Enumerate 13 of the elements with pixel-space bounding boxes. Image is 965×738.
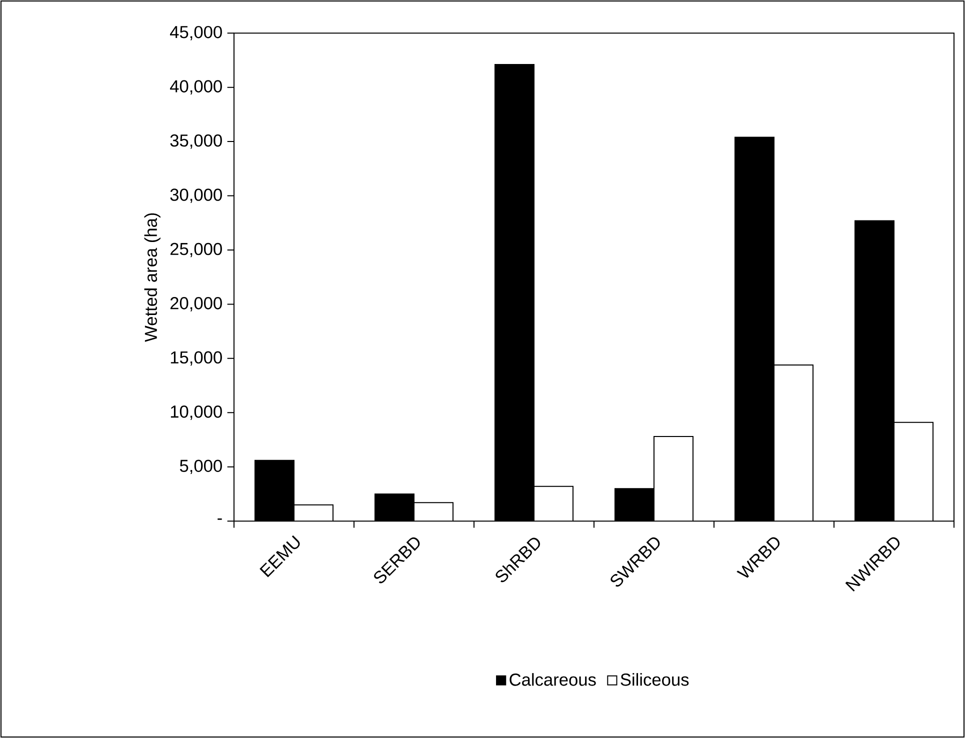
y-tick-label: 35,000 (170, 134, 222, 149)
legend-label: Calcareous (510, 673, 596, 686)
y-tick-label: 10,000 (170, 405, 222, 420)
y-tick-label: - (218, 518, 222, 520)
legend-label: Siliceous (620, 673, 689, 686)
y-tick-label: 20,000 (170, 297, 222, 312)
y-tick-label: 40,000 (170, 80, 222, 94)
y-tick-label: 30,000 (170, 188, 222, 203)
y-tick-label: 25,000 (170, 242, 222, 258)
y-axis-title: Wetted area (ha) (144, 213, 160, 342)
y-tick-label: 45,000 (170, 26, 222, 40)
y-tick-label: 5,000 (180, 460, 222, 474)
y-tick-label: 15,000 (170, 351, 222, 366)
